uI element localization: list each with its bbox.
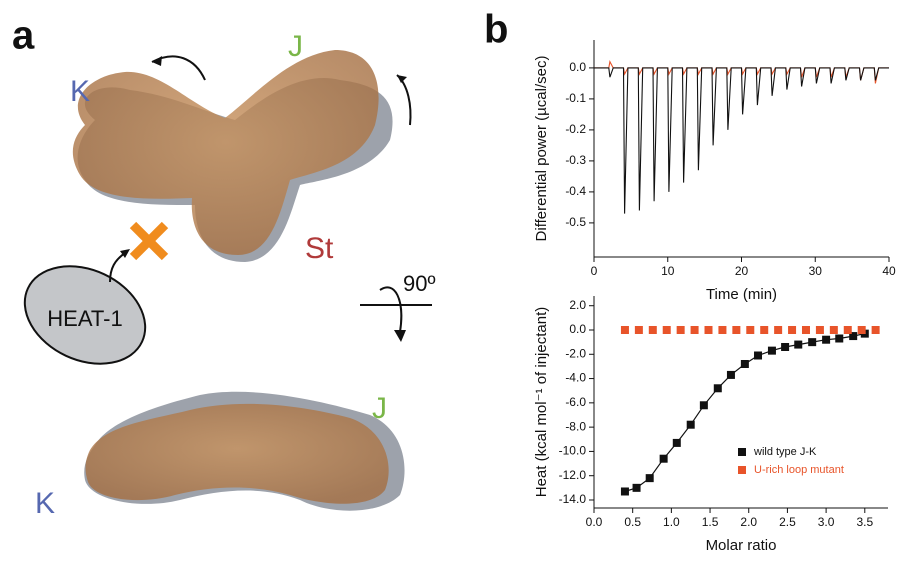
y-tick-label: -4.0 [565,371,586,385]
y-tick-label: 2.0 [569,298,586,312]
arrow-head [120,249,130,258]
point [788,325,797,334]
y-tick-label: -12.0 [559,468,587,482]
surface-orange [85,403,389,504]
y-axis-label: Heat (kcal mol⁻¹ of injectant) [533,307,550,497]
y-tick-label: -8.0 [565,419,586,433]
y-tick-label: -6.0 [565,395,586,409]
y-axis-label: Differential power (µcal/sec) [533,56,550,242]
y-tick-label: -0.5 [565,215,586,229]
point [645,474,654,483]
point [835,334,844,343]
top-structure [72,50,393,262]
label-k: K [70,75,90,108]
label-st: St [305,232,334,265]
panel-label: b [484,8,508,52]
point [648,325,657,334]
point [690,325,699,334]
x-tick-label: 1.0 [663,515,680,529]
heat-label: HEAT-1 [47,306,122,331]
point [843,325,852,334]
point [634,325,643,334]
x-tick-label: 0.5 [624,515,641,529]
x-axis-label: Time (min) [706,286,777,303]
point [857,325,866,334]
arrow [379,286,403,333]
x-tick-label: 3.5 [856,515,873,529]
legend-swatch [738,466,746,474]
point [760,325,769,334]
point [815,325,824,334]
rotation-label: 90º [403,271,436,296]
point [774,325,783,334]
arrow [109,252,126,283]
x-tick-label: 2.0 [740,515,757,529]
y-tick-label: -0.2 [565,122,586,136]
x-tick-label: 30 [809,264,823,278]
label-j: J [372,392,387,425]
y-tick-label: -2.0 [565,346,586,360]
panel-label: a [12,14,35,58]
arrow-head [397,75,407,83]
x-tick-label: 1.5 [702,515,719,529]
point [659,454,668,463]
point [672,438,681,447]
point [767,346,776,355]
point [754,351,763,360]
heat-ellipse [23,265,147,365]
legend-label: wild type J-K [753,446,817,458]
point [732,325,741,334]
y-tick-label: -0.1 [565,91,586,105]
bottom-structure [84,391,405,511]
point [704,325,713,334]
y-tick-label: 0.0 [569,60,586,74]
x-tick-label: 3.0 [818,515,835,529]
point [632,483,641,492]
point [686,420,695,429]
point [726,370,735,379]
point [662,325,671,334]
x-tick-label: 10 [661,264,675,278]
y-tick-label: -0.3 [565,153,586,167]
trace [594,67,889,214]
y-tick-label: -14.0 [559,492,587,506]
point [676,325,685,334]
point [713,384,722,393]
legend-label: U-rich loop mutant [754,464,844,476]
point [746,325,755,334]
point [849,332,858,341]
label-j: J [288,30,303,63]
point [699,401,708,410]
arrow-head [152,56,162,66]
x-tick-label: 2.5 [779,515,796,529]
point [620,325,629,334]
legend-swatch [738,448,746,456]
label-k: K [35,487,55,520]
point [829,325,838,334]
point [718,325,727,334]
point [808,338,817,347]
point [801,325,810,334]
x-tick-label: 40 [882,264,896,278]
arrow [396,74,412,126]
x-tick-label: 0 [591,264,598,278]
x-axis-label: Molar ratio [706,537,777,554]
point [822,335,831,344]
x-tick-label: 0.0 [586,515,603,529]
y-tick-label: -10.0 [559,444,587,458]
x-tick-label: 20 [735,264,749,278]
point [781,342,790,351]
arrow-head [394,330,406,342]
block-mark [129,221,169,261]
y-tick-label: 0.0 [569,322,586,336]
point [871,325,880,334]
point [740,359,749,368]
surface-orange [72,50,379,255]
point [794,340,803,349]
point [620,487,629,496]
y-tick-label: -0.4 [565,184,586,198]
